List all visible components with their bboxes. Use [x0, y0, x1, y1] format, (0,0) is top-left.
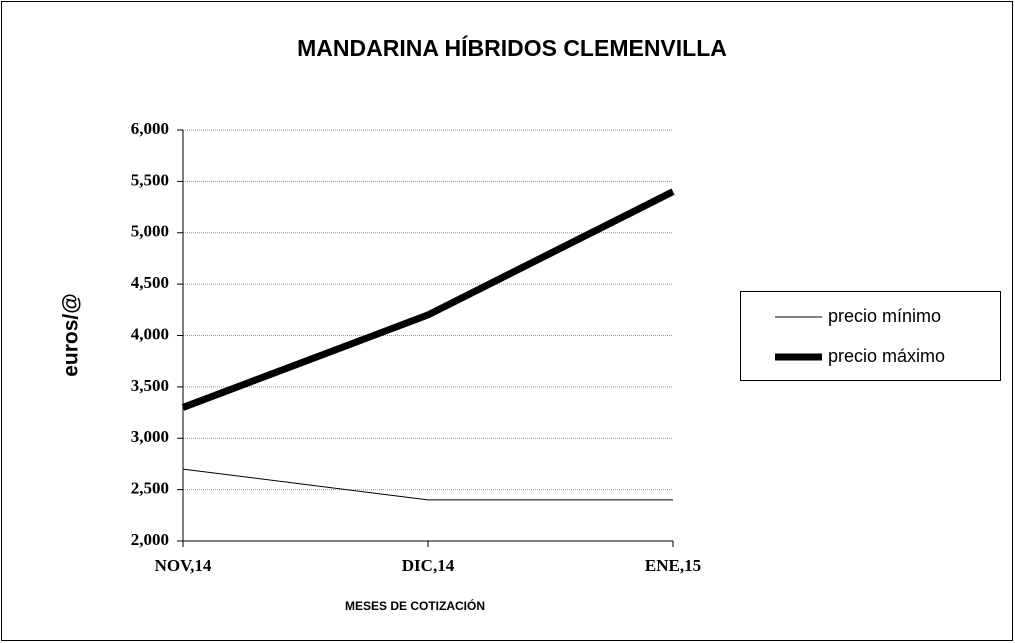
- x-tick-label: NOV,14: [155, 556, 212, 575]
- legend-box: [740, 291, 1001, 381]
- y-tick-label: 2,000: [131, 530, 169, 549]
- x-axis-label: MESES DE COTIZACIÓN: [345, 598, 485, 613]
- x-tick-label: ENE,15: [645, 556, 701, 575]
- x-tick-label: DIC,14: [402, 556, 455, 575]
- y-tick-label: 6,000: [131, 119, 169, 138]
- chart-title: MANDARINA HÍBRIDOS CLEMENVILLA: [297, 34, 727, 61]
- line-series: [182, 468, 673, 501]
- y-tick-label: 4,000: [131, 324, 169, 343]
- y-tick-label: 5,000: [131, 222, 169, 241]
- legend-label: precio máximo: [828, 346, 945, 366]
- y-tick-label: 3,000: [131, 427, 169, 446]
- y-tick-label: 2,500: [131, 479, 169, 498]
- y-tick-label: 5,500: [131, 170, 169, 189]
- legend-label: precio mínimo: [828, 306, 941, 326]
- line-series: [181, 188, 675, 411]
- y-axis-label: euros/@: [60, 293, 83, 377]
- y-tick-label: 3,500: [131, 376, 169, 395]
- y-tick-label: 4,500: [131, 273, 169, 292]
